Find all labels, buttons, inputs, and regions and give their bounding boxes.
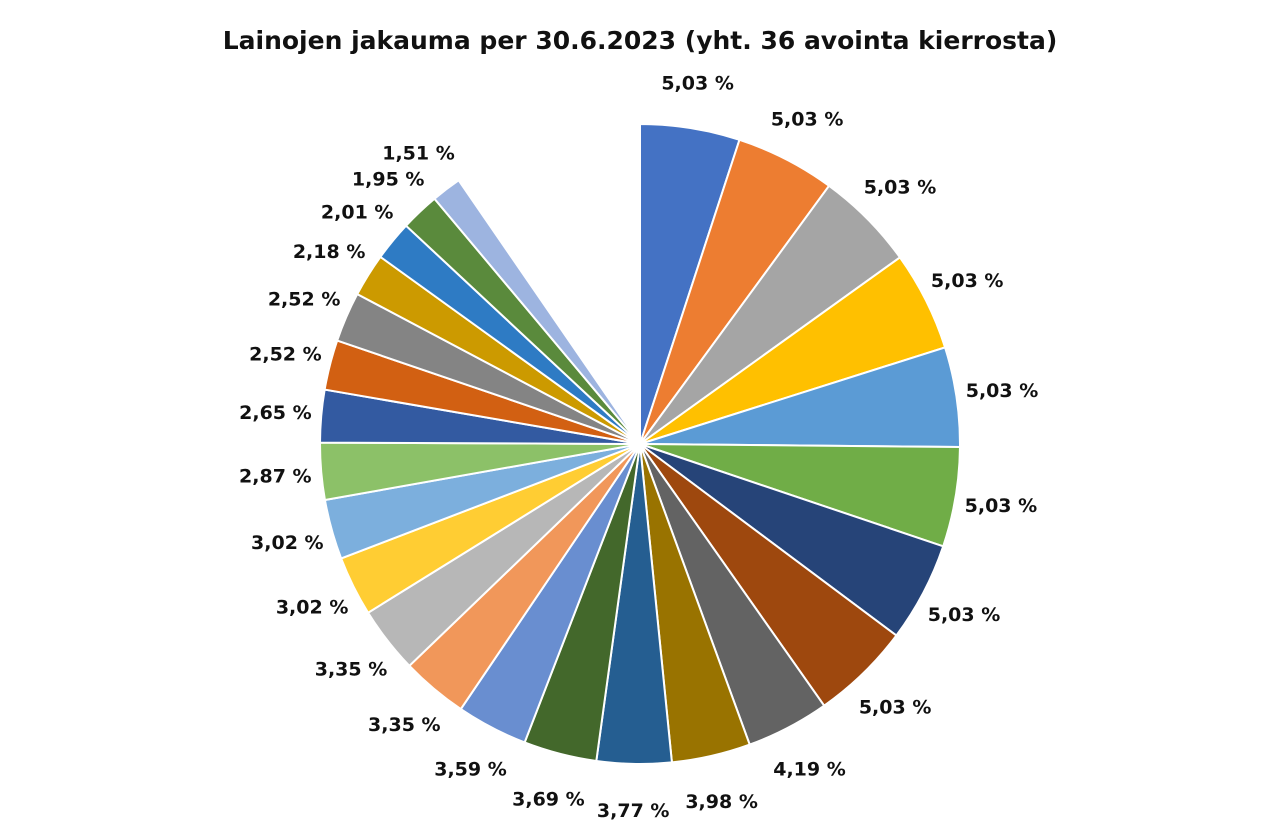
data-label-2: 5,03 %	[771, 108, 844, 130]
pie-slice-25	[433, 178, 641, 445]
data-label-22: 2,18 %	[293, 241, 366, 263]
data-label-4: 5,03 %	[931, 270, 1004, 292]
data-label-12: 3,69 %	[512, 788, 585, 810]
data-label-20: 2,52 %	[249, 343, 322, 365]
chart-title: Lainojen jakauma per 30.6.2023 (yht. 36 …	[222, 26, 1058, 55]
data-label-11: 3,77 %	[597, 800, 670, 822]
data-label-5: 5,03 %	[966, 380, 1039, 402]
data-label-24: 1,95 %	[352, 168, 425, 190]
data-label-23: 2,01 %	[321, 202, 394, 224]
pie-slices	[318, 122, 961, 765]
data-label-17: 3,02 %	[251, 532, 324, 554]
data-label-1: 5,03 %	[661, 73, 734, 95]
pie-data-labels: 5,03 % 5,03 % 5,03 % 5,03 % 5,03 % 5,03 % 5,03…	[239, 73, 1038, 822]
data-label-16: 3,02 %	[276, 597, 349, 619]
data-label-25: 1,51 %	[382, 143, 455, 165]
data-label-18: 2,87 %	[239, 465, 312, 487]
data-label-13: 3,59 %	[434, 758, 507, 780]
data-label-21: 2,52 %	[268, 289, 341, 311]
data-label-3: 5,03 %	[864, 176, 937, 198]
data-label-10: 3,98 %	[685, 791, 758, 813]
data-label-9: 4,19 %	[773, 758, 846, 780]
data-label-8: 5,03 %	[859, 696, 932, 718]
data-label-15: 3,35 %	[315, 659, 388, 681]
data-label-6: 5,03 %	[965, 495, 1038, 517]
data-label-19: 2,65 %	[239, 402, 312, 424]
data-label-7: 5,03 %	[928, 604, 1001, 626]
data-label-14: 3,35 %	[368, 714, 441, 736]
